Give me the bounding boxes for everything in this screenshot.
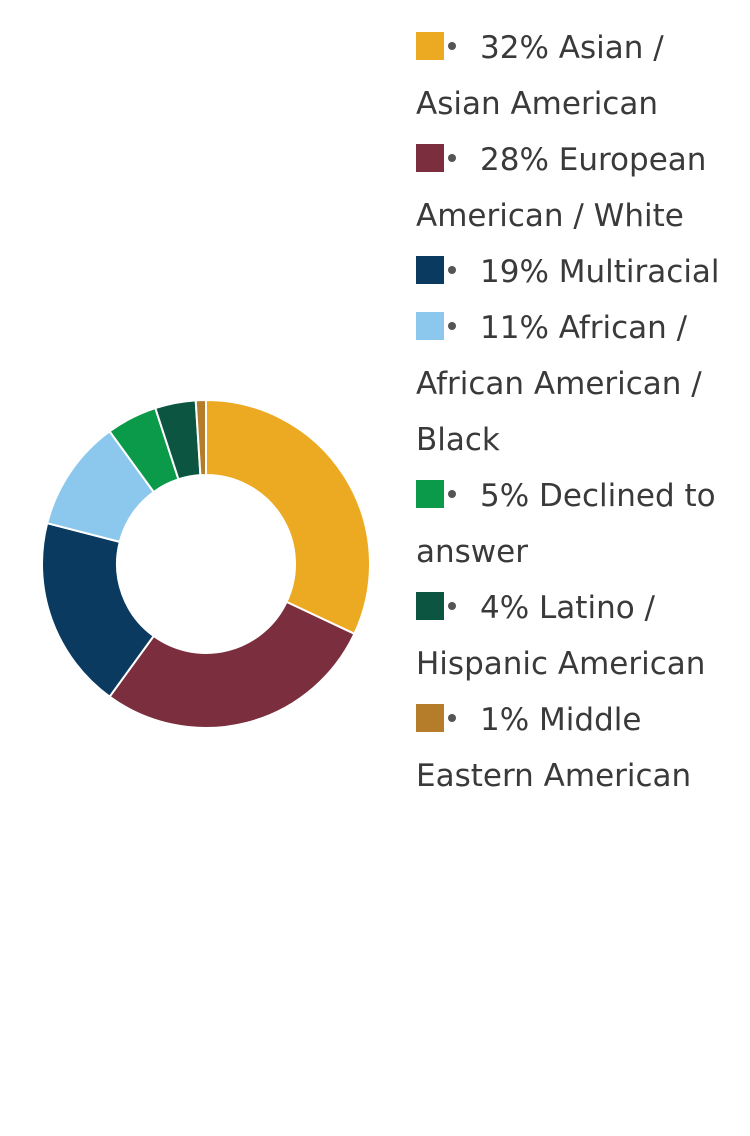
bullet-icon xyxy=(448,714,456,722)
legend-label: 5% Declined to answer xyxy=(416,478,716,570)
legend-item-declined: 5% Declined to answer xyxy=(416,468,736,580)
legend-item-multiracial: 19% Multiracial xyxy=(416,244,736,300)
legend-label: 19% Multiracial xyxy=(480,254,720,290)
legend-swatch xyxy=(416,144,444,172)
donut-slice-european xyxy=(108,600,356,730)
legend-item-african: 11% African / African American / Black xyxy=(416,300,736,468)
legend-swatch xyxy=(416,480,444,508)
donut-slice-asian xyxy=(205,398,371,636)
bullet-icon xyxy=(448,322,456,330)
legend-label: 4% Latino / Hispanic American xyxy=(416,590,706,682)
legend-label: 32% Asian / Asian American xyxy=(416,30,664,122)
legend-item-asian: 32% Asian / Asian American xyxy=(416,20,736,132)
legend-swatch xyxy=(416,704,444,732)
bullet-icon xyxy=(448,602,456,610)
donut-slice-middle-eastern xyxy=(194,398,207,477)
donut-slice-multiracial xyxy=(41,521,156,699)
legend-label: 1% Middle Eastern American xyxy=(416,702,692,794)
bullet-icon xyxy=(448,42,456,50)
legend-swatch xyxy=(416,256,444,284)
legend-item-latino: 4% Latino / Hispanic American xyxy=(416,580,736,692)
legend-swatch xyxy=(416,592,444,620)
legend-label: 11% African / African American / Black xyxy=(416,310,702,458)
bullet-icon xyxy=(448,266,456,274)
chart-legend: 32% Asian / Asian American 28% European … xyxy=(416,20,736,804)
legend-item-middle-eastern: 1% Middle Eastern American xyxy=(416,692,736,804)
bullet-icon xyxy=(448,490,456,498)
legend-swatch xyxy=(416,32,444,60)
legend-label: 28% European American / White xyxy=(416,142,707,234)
donut-chart xyxy=(41,398,371,730)
bullet-icon xyxy=(448,154,456,162)
legend-swatch xyxy=(416,312,444,340)
legend-item-european: 28% European American / White xyxy=(416,132,736,244)
